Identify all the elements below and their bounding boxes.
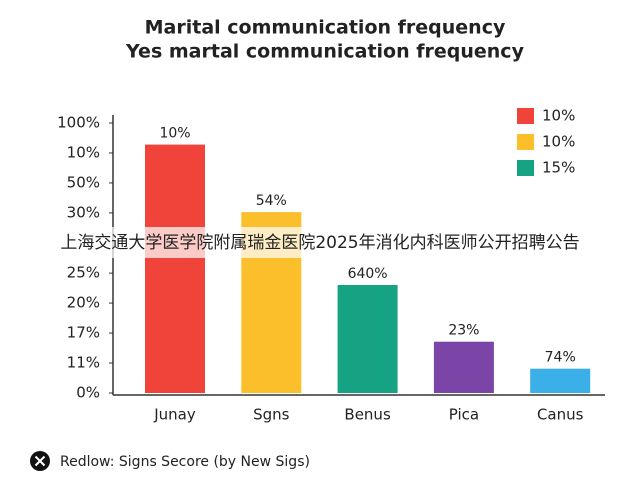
- y-tick-label: 30%: [67, 203, 100, 221]
- x-tick-label: Pica: [449, 406, 479, 424]
- bar-label: 640%: [348, 266, 388, 282]
- legend-label: 15%: [542, 159, 575, 177]
- bar: [433, 341, 494, 393]
- legend-swatch: [517, 108, 534, 124]
- footnote-icon-x: [34, 455, 46, 467]
- y-tick-label: 20%: [67, 294, 100, 312]
- chart-title: Marital communication frequency: [145, 17, 506, 39]
- x-tick-label: Benus: [344, 406, 391, 424]
- bar-label: 23%: [448, 323, 479, 339]
- legend-swatch: [517, 134, 534, 150]
- y-tick-label: 0%: [76, 384, 100, 402]
- y-tick-label: 11%: [67, 354, 100, 372]
- chart-subtitle: Yes martal communication frequency: [125, 41, 525, 63]
- bar: [530, 368, 591, 393]
- legend-swatch: [517, 160, 534, 176]
- banner-band: [0, 227, 640, 258]
- bar: [145, 144, 205, 393]
- footnote: Redlow: Signs Secore (by New Sigs): [60, 454, 310, 470]
- legend-label: 10%: [542, 133, 575, 151]
- banner-text: 上海交通大学医学院附属瑞金医院2025年消化内科医师公开招聘公告: [60, 233, 579, 253]
- bar-label: 10%: [159, 126, 190, 142]
- y-tick-label: 50%: [67, 173, 100, 191]
- x-tick-label: Canus: [537, 406, 584, 424]
- y-tick-label: 17%: [67, 324, 100, 342]
- x-tick-label: Junay: [153, 406, 196, 424]
- bar-label: 74%: [545, 350, 576, 366]
- y-tick-label: 25%: [67, 264, 100, 282]
- bar-label: 54%: [256, 193, 287, 209]
- legend-label: 10%: [542, 107, 575, 125]
- x-tick-label: Sgns: [253, 406, 290, 424]
- bar: [337, 285, 398, 393]
- y-tick-label: 100%: [57, 114, 100, 132]
- y-tick-label: 10%: [67, 143, 100, 161]
